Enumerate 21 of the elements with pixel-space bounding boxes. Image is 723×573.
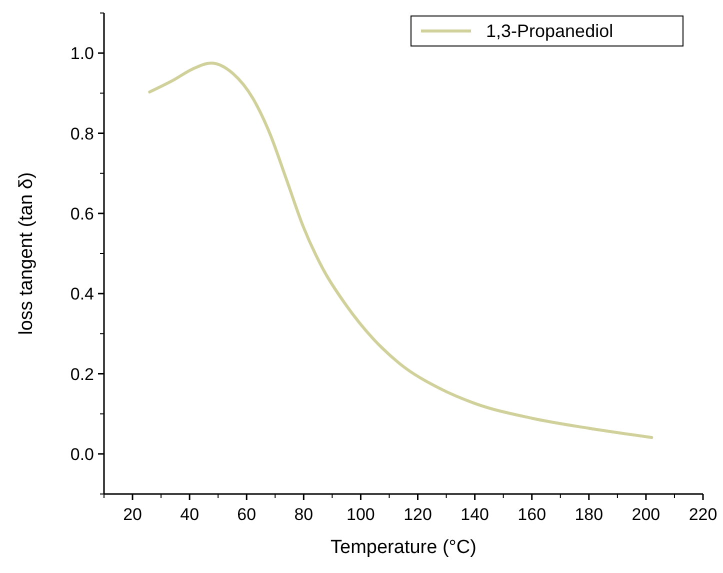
x-tick-label: 80 [294, 505, 314, 524]
x-tick-label: 40 [180, 505, 200, 524]
y-tick-label: 0.0 [70, 444, 94, 464]
x-tick-label: 120 [404, 505, 432, 524]
x-tick-label: 200 [632, 505, 660, 524]
x-tick-label: 180 [574, 505, 604, 524]
y-tick-label: 0.2 [70, 364, 94, 384]
x-tick-label: 100 [346, 505, 375, 524]
legend-label: 1,3-Propanediol [486, 21, 614, 41]
y-tick-label: 0.4 [70, 284, 94, 304]
y-tick-label: 0.8 [70, 124, 94, 144]
y-axis-title: loss tangent (tan δ) [16, 172, 37, 335]
x-tick-label: 20 [123, 505, 142, 524]
x-tick-label: 60 [237, 505, 256, 524]
y-tick-label: 0.6 [70, 204, 94, 224]
x-tick-label: 140 [460, 505, 489, 524]
line-series [148, 62, 654, 439]
x-tick-label: 160 [518, 505, 546, 524]
x-tick-label: 220 [688, 505, 718, 524]
y-tick-label: 1.0 [70, 44, 94, 64]
x-axis-title: Temperature (°C) [330, 537, 476, 558]
